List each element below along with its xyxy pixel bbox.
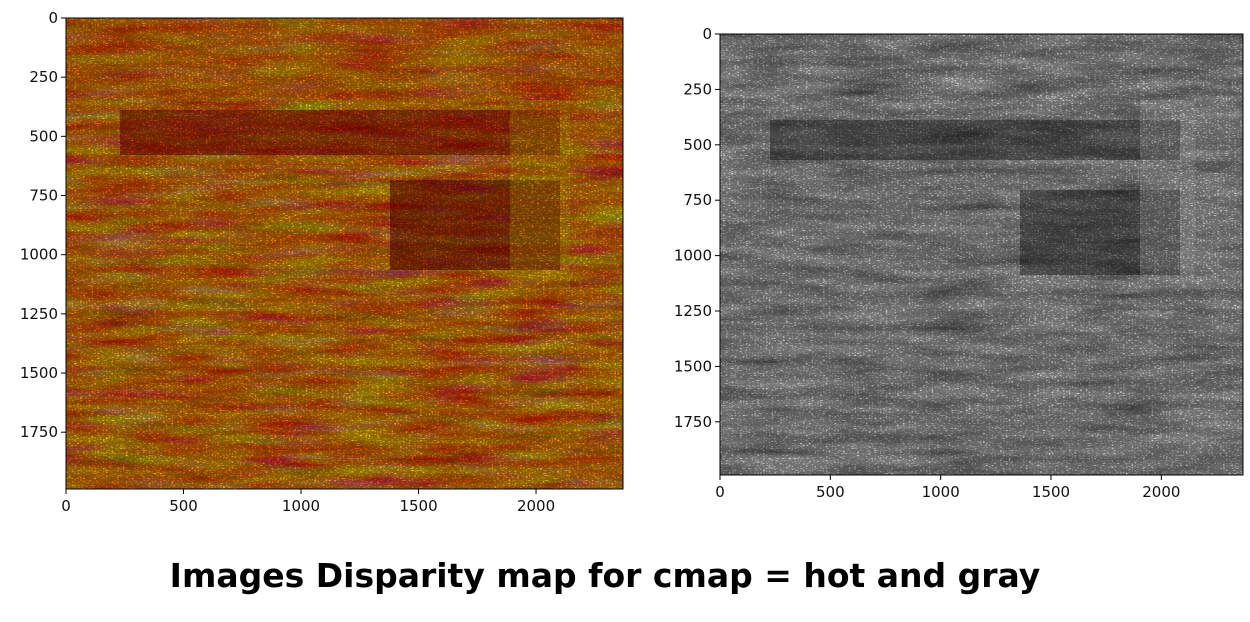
gray-y-tick-label: 750 xyxy=(683,191,712,209)
hot-x-tick-label: 2000 xyxy=(517,497,555,515)
gray-x-tick-label: 0 xyxy=(715,483,725,501)
gray-axes-frame xyxy=(719,33,1244,476)
hot-x-tick-label: 500 xyxy=(169,497,198,515)
gray-y-tick-label: 1000 xyxy=(674,247,712,265)
hot-panel: 0 500 1000 1500 2000 0 250 500 750 1000 1250 1500 17… xyxy=(20,9,624,515)
hot-y-tick-label: 1250 xyxy=(20,305,58,323)
gray-y-tick-label: 1750 xyxy=(674,413,712,431)
hot-y-tick-label: 0 xyxy=(48,9,58,27)
gray-y-tick-label: 1250 xyxy=(674,302,712,320)
hot-axes-frame xyxy=(65,17,624,490)
gray-x-tick-label: 1500 xyxy=(1032,483,1070,501)
figure-caption: Images Disparity map for cmap = hot and … xyxy=(169,556,1041,595)
hot-y-tick-label: 1500 xyxy=(20,364,58,382)
hot-y-tick-label: 500 xyxy=(29,127,58,145)
hot-y-tick-label: 250 xyxy=(29,68,58,86)
gray-panel: 0 500 1000 1500 2000 0 250 500 750 1000 1250 1500 17… xyxy=(674,25,1244,501)
hot-x-tick-label: 1000 xyxy=(282,497,320,515)
gray-y-tick-label: 0 xyxy=(702,25,712,43)
gray-x-tick-label: 1000 xyxy=(922,483,960,501)
gray-x-tick-label: 500 xyxy=(816,483,845,501)
gray-y-tick-label: 500 xyxy=(683,136,712,154)
gray-speckle xyxy=(720,34,1243,475)
hot-speckle xyxy=(66,18,623,489)
hot-y-tick-label: 750 xyxy=(29,187,58,205)
gray-y-tick-label: 1500 xyxy=(674,357,712,375)
hot-y-tick-label: 1750 xyxy=(20,423,58,441)
gray-ticks: 0 500 1000 1500 2000 0 250 500 750 1000 1250 1500 17… xyxy=(674,25,1181,501)
hot-x-tick-label: 1500 xyxy=(399,497,437,515)
gray-x-tick-label: 2000 xyxy=(1142,483,1180,501)
hot-ticks: 0 500 1000 1500 2000 0 250 500 750 1000 1250 1500 17… xyxy=(20,9,555,515)
gray-y-tick-label: 250 xyxy=(683,80,712,98)
hot-y-tick-label: 1000 xyxy=(20,246,58,264)
hot-x-tick-label: 0 xyxy=(61,497,71,515)
